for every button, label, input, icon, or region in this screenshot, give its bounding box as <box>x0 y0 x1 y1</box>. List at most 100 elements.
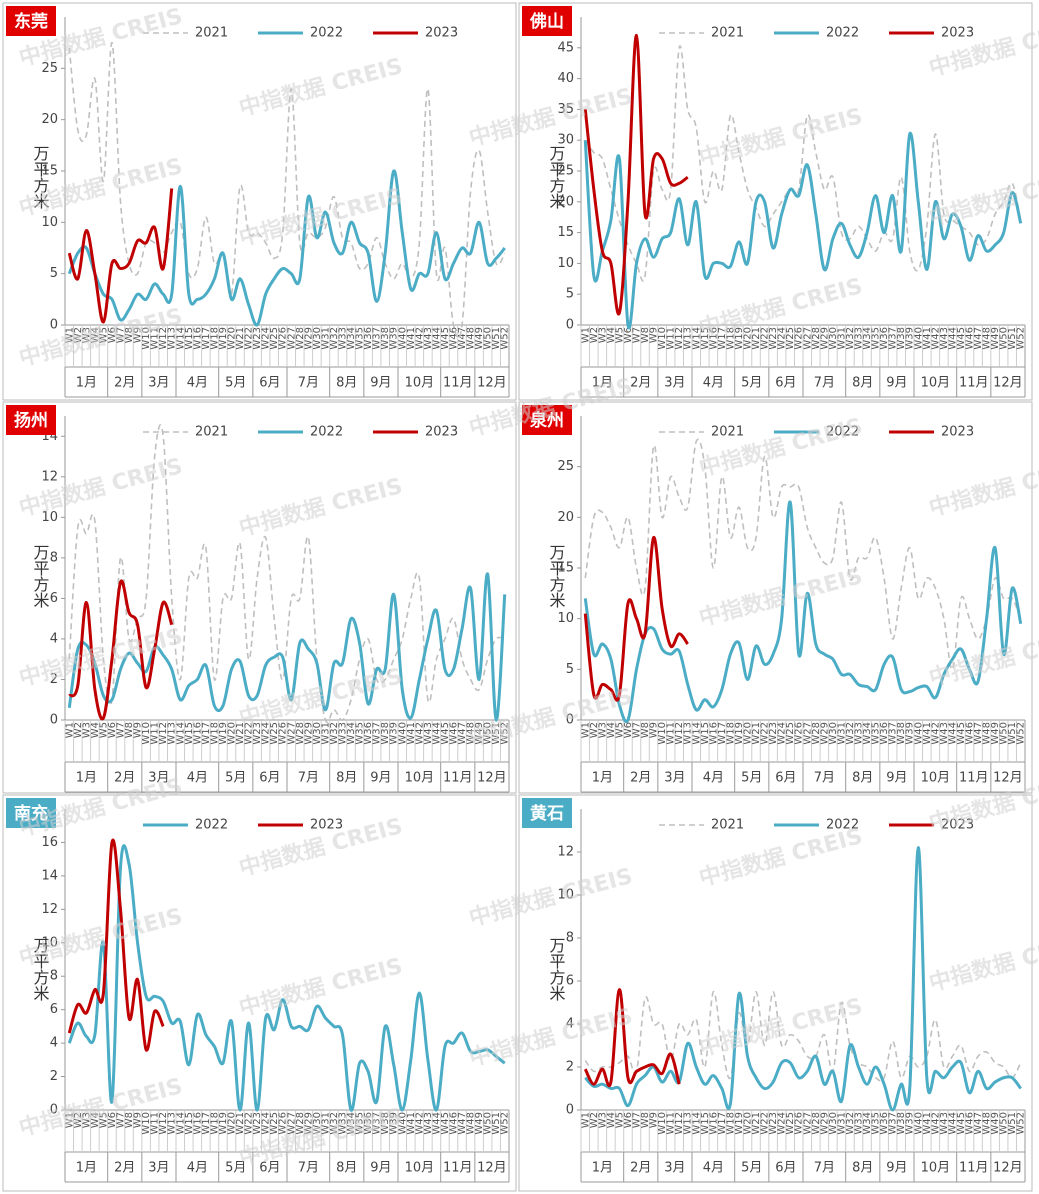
x-tick-label: W45 <box>956 327 967 350</box>
month-label: 10月 <box>921 771 951 786</box>
month-label: 4月 <box>187 1161 208 1176</box>
month-label: 10月 <box>405 376 435 391</box>
month-label: 6月 <box>775 1161 796 1176</box>
x-tick-label: W18 <box>725 1112 736 1135</box>
x-tick-label: W47 <box>457 722 468 745</box>
x-tick-label: W1 <box>64 1112 75 1128</box>
x-tick-label: W11 <box>150 722 161 745</box>
watermark: 中指数据 CREIS <box>236 183 405 252</box>
x-tick-label: W19 <box>218 1112 229 1135</box>
x-tick-label: W20 <box>227 327 238 350</box>
x-tick-label: W6 <box>107 327 118 343</box>
x-tick-label: W9 <box>133 1112 144 1128</box>
month-label: 5月 <box>741 771 762 786</box>
x-tick-label: W18 <box>209 327 220 350</box>
x-tick-label: W44 <box>431 1112 442 1135</box>
x-tick-label: W33 <box>338 722 349 745</box>
series-line <box>583 33 689 316</box>
x-tick-label: W23 <box>768 722 779 745</box>
x-tick-label: W12 <box>674 722 685 745</box>
watermark: 中指数据 CREIS <box>926 163 1039 232</box>
x-tick-label: W15 <box>184 722 195 745</box>
chart-title: 南充 <box>14 803 48 824</box>
x-tick-label: W37 <box>888 327 899 350</box>
x-tick-label: W24 <box>777 1112 788 1135</box>
x-tick-label: W4 <box>90 327 101 343</box>
x-tick-label: W14 <box>175 1112 186 1135</box>
x-tick-label: W12 <box>158 327 169 350</box>
x-tick-label: W2 <box>73 722 84 738</box>
month-label: 9月 <box>370 1161 391 1176</box>
x-tick-label: W46 <box>449 327 460 350</box>
month-label: 2月 <box>630 1161 651 1176</box>
x-tick-label: W37 <box>888 722 899 745</box>
x-tick-label: W50 <box>999 327 1010 350</box>
x-tick-label: W16 <box>192 327 203 350</box>
month-label: 9月 <box>370 376 391 391</box>
series-line <box>584 45 1022 282</box>
x-tick-label: W29 <box>303 722 314 745</box>
x-tick-label: W26 <box>794 1112 805 1135</box>
x-tick-label: W17 <box>717 327 728 350</box>
month-label: 10月 <box>921 376 951 391</box>
x-tick-label: W51 <box>1007 722 1018 745</box>
x-tick-label: W30 <box>312 722 323 745</box>
x-tick-label: W31 <box>836 1112 847 1135</box>
x-tick-label: W12 <box>158 722 169 745</box>
x-tick-label: W48 <box>466 722 477 745</box>
x-tick-label: W13 <box>683 722 694 745</box>
month-label: 11月 <box>443 376 473 391</box>
x-tick-label: W38 <box>896 327 907 350</box>
x-tick-label: W39 <box>389 1112 400 1135</box>
x-tick-label: W42 <box>930 327 941 350</box>
x-tick-label: W36 <box>879 722 890 745</box>
x-tick-label: W46 <box>965 1112 976 1135</box>
x-tick-label: W18 <box>725 327 736 350</box>
x-tick-label: W23 <box>252 327 263 350</box>
x-tick-label: W47 <box>973 327 984 350</box>
y-tick-label: 16 <box>41 835 58 850</box>
x-tick-label: W51 <box>491 722 502 745</box>
x-tick-label: W7 <box>116 1112 127 1128</box>
panel-border <box>2 2 517 401</box>
x-tick-label: W10 <box>141 722 152 745</box>
x-tick-label: W42 <box>414 1112 425 1135</box>
x-tick-label: W38 <box>380 1112 391 1135</box>
x-tick-label: W28 <box>811 1112 822 1135</box>
x-tick-label: W38 <box>896 1112 907 1135</box>
x-tick-label: W41 <box>406 1112 417 1135</box>
x-tick-label: W14 <box>175 327 186 350</box>
x-tick-label: W39 <box>389 722 400 745</box>
x-tick-label: W41 <box>922 1112 933 1135</box>
x-tick-label: W49 <box>474 722 485 745</box>
x-tick-label: W39 <box>905 722 916 745</box>
y-tick-label: 10 <box>41 510 58 525</box>
series-line <box>68 424 505 723</box>
x-tick-label: W30 <box>828 722 839 745</box>
month-label: 7月 <box>814 771 835 786</box>
watermark: 中指数据 CREIS <box>696 993 865 1062</box>
month-label: 3月 <box>148 771 169 786</box>
month-label: 1月 <box>76 771 97 786</box>
x-tick-label: W43 <box>939 327 950 350</box>
x-tick-label: W27 <box>286 327 297 350</box>
x-tick-label: W5 <box>98 1112 109 1128</box>
month-label: 8月 <box>852 1161 873 1176</box>
x-tick-label: W16 <box>192 1112 203 1135</box>
x-tick-label: W38 <box>380 722 391 745</box>
month-label: 11月 <box>443 771 473 786</box>
x-tick-label: W11 <box>666 327 677 350</box>
month-label: 5月 <box>741 1161 762 1176</box>
month-label: 8月 <box>336 376 357 391</box>
month-label: 8月 <box>336 771 357 786</box>
x-tick-label: W1 <box>580 1112 591 1128</box>
x-tick-label: W29 <box>303 1112 314 1135</box>
panel-border <box>2 794 517 1192</box>
x-tick-label: W43 <box>939 722 950 745</box>
x-tick-label: W46 <box>965 722 976 745</box>
x-tick-label: W30 <box>312 1112 323 1135</box>
x-tick-label: W31 <box>836 327 847 350</box>
x-tick-label: W22 <box>760 327 771 350</box>
x-tick-label: W4 <box>606 1112 617 1128</box>
x-tick-label: W7 <box>116 722 127 738</box>
